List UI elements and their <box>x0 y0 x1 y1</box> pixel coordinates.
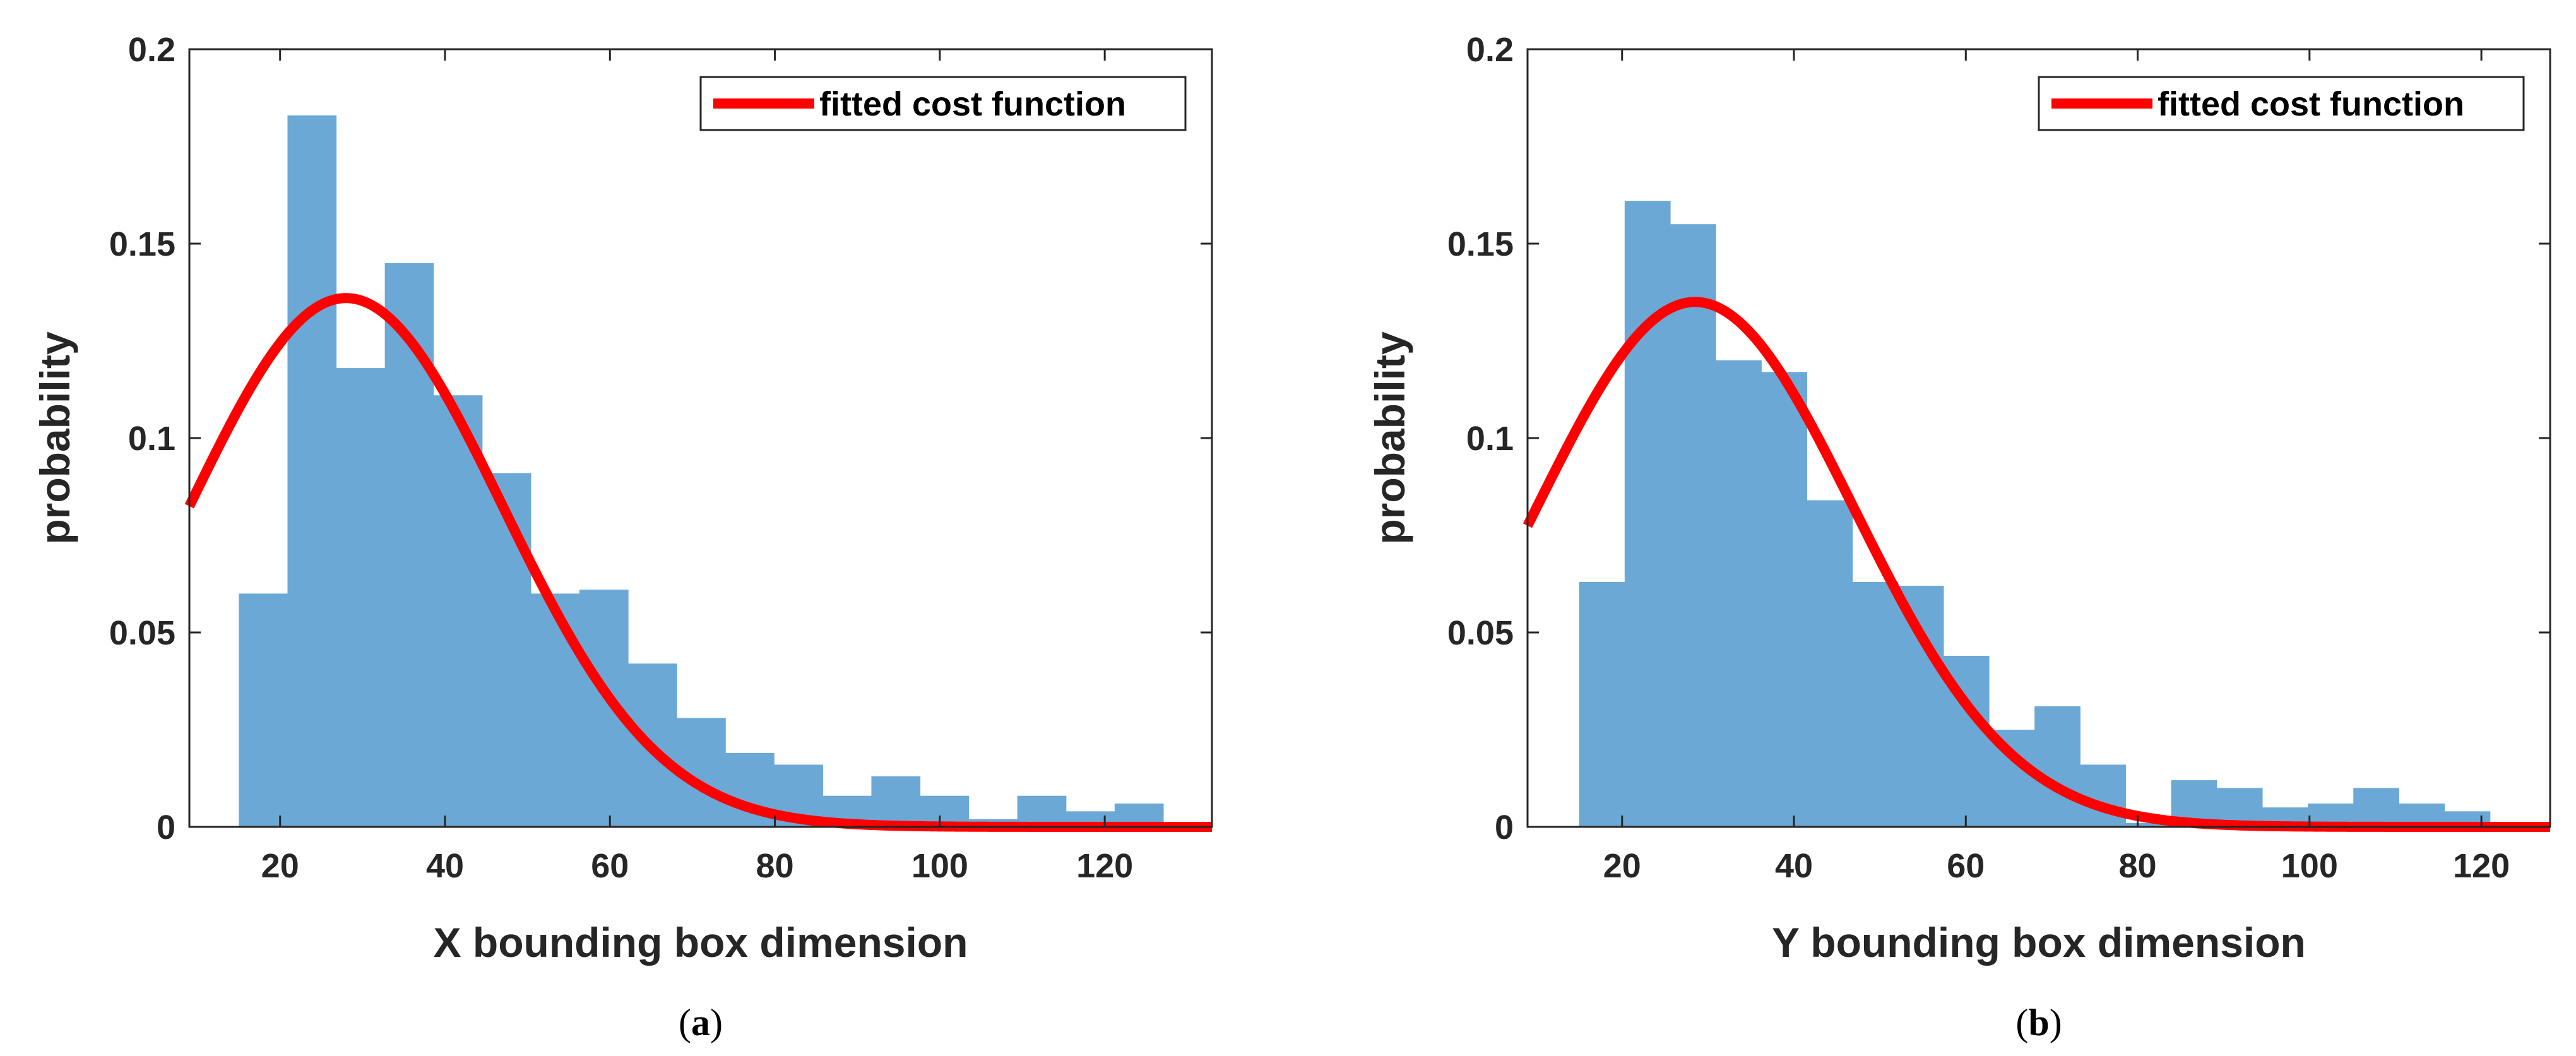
y-tick-label: 0.2 <box>1466 31 1514 69</box>
x-axis-label-b: Y bounding box dimension <box>1772 919 2306 966</box>
histogram-bar <box>2125 822 2172 827</box>
y-tick-label: 0 <box>1495 809 1514 846</box>
x-tick-label: 80 <box>756 847 794 885</box>
histogram-bar <box>2034 706 2080 827</box>
histogram-bar <box>1761 372 1808 827</box>
legend-box-a <box>699 76 1187 131</box>
y-tick-label: 0.15 <box>1447 225 1514 263</box>
x-tick-label: 120 <box>2453 847 2510 885</box>
legend-label-b: fitted cost function <box>2158 85 2464 123</box>
histogram-bar <box>871 776 921 827</box>
histogram-bar <box>1017 795 1067 827</box>
legend-b: fitted cost function <box>2038 76 2525 131</box>
x-axis-label-a: X bounding box dimension <box>434 919 968 966</box>
bars-a <box>239 115 1164 828</box>
x-ticks-a: 20 40 60 80 100 120 <box>261 49 1133 885</box>
y-tick-label: 0.05 <box>1447 614 1514 652</box>
x-tick-label: 100 <box>911 847 968 885</box>
y-ticks-a: 0 0.05 0.1 0.15 0.2 <box>109 31 1212 846</box>
histogram-bar <box>2353 788 2399 827</box>
histogram-bar <box>1716 360 1762 827</box>
legend-label-a: fitted cost function <box>819 85 1126 123</box>
y-tick-label: 0 <box>157 809 175 846</box>
x-tick-label: 100 <box>2281 847 2338 885</box>
x-ticks-b: 20 40 60 80 100 120 <box>1603 49 2510 885</box>
y-axis-label-a: probability <box>32 331 78 545</box>
x-tick-label: 60 <box>1947 847 1985 885</box>
x-tick-label: 40 <box>1775 847 1813 885</box>
x-tick-label: 60 <box>591 847 629 885</box>
y-tick-label: 0.15 <box>109 225 175 263</box>
histogram-bar <box>530 593 580 827</box>
caption-b: (b) <box>2015 1002 2062 1043</box>
y-tick-label: 0.1 <box>128 420 175 458</box>
x-tick-label: 80 <box>2119 847 2157 885</box>
x-tick-label: 20 <box>261 847 299 885</box>
panel-a: 0 0.05 0.1 0.15 0.2 20 40 60 80 100 120 probabili… <box>32 31 1214 1043</box>
histogram-bar <box>1579 581 1625 827</box>
x-tick-label: 20 <box>1603 847 1641 885</box>
histogram-bar <box>1897 586 1944 827</box>
histogram-bar <box>287 115 337 828</box>
histogram-bar <box>2080 764 2127 827</box>
x-tick-label: 120 <box>1076 847 1133 885</box>
y-tick-label: 0.1 <box>1466 420 1514 458</box>
histogram-bar <box>336 368 386 827</box>
histogram-bar <box>433 395 483 827</box>
histogram-bar <box>1807 500 1853 827</box>
caption-a: (a) <box>679 1002 723 1043</box>
y-tick-label: 0.05 <box>109 614 175 652</box>
histogram-bar <box>1852 581 1899 827</box>
histogram-bar <box>482 473 531 827</box>
y-axis-label-b: probability <box>1367 331 1413 545</box>
x-tick-label: 40 <box>426 847 464 885</box>
legend-a: fitted cost function <box>699 76 1187 131</box>
panel-b: 0 0.05 0.1 0.15 0.2 20 40 60 80 100 120 probabili… <box>1367 31 2553 1043</box>
y-ticks-b: 0 0.05 0.1 0.15 0.2 <box>1447 31 2550 846</box>
y-tick-label: 0.2 <box>128 31 175 69</box>
histogram-bar <box>1670 224 1716 827</box>
histogram-bar <box>1624 201 1671 827</box>
histogram-bar <box>239 593 288 827</box>
